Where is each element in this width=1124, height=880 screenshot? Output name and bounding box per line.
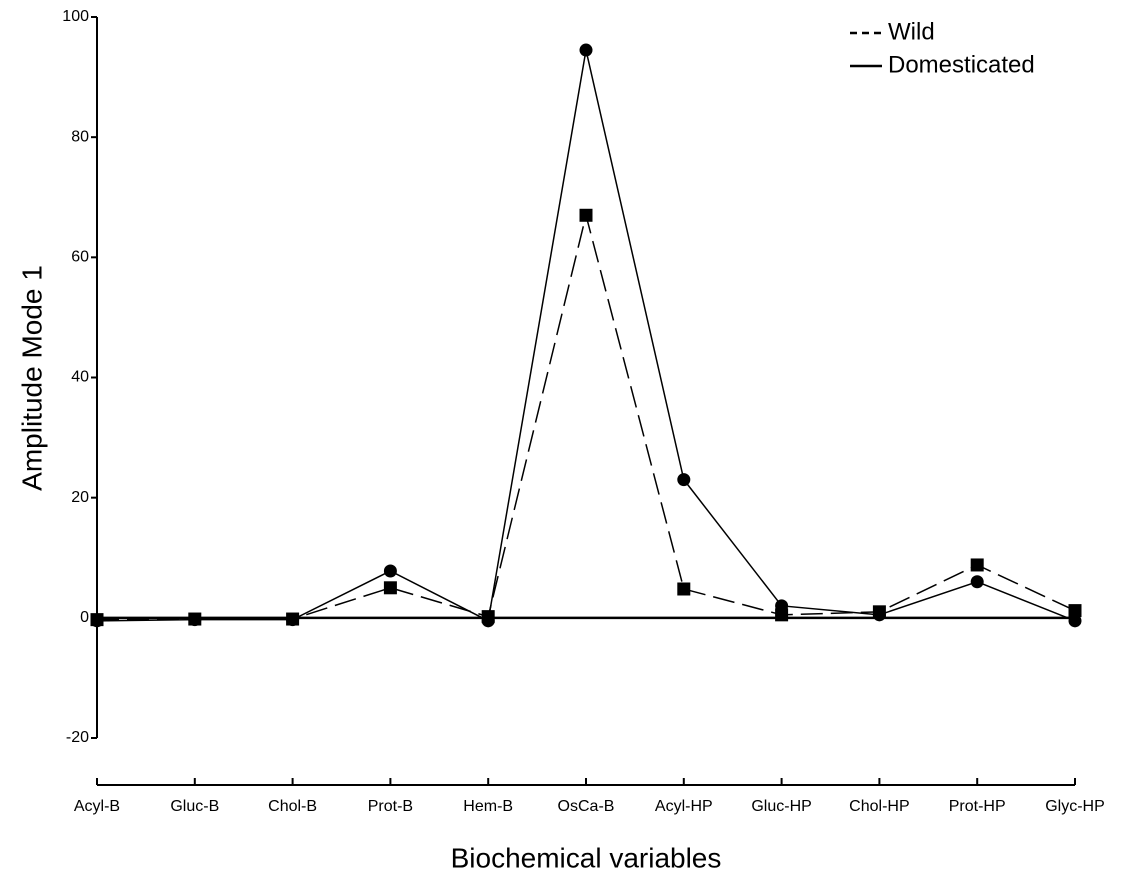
y-tick-label: 80 [71, 128, 89, 145]
x-tick-label: Glyc-HP [1045, 798, 1105, 815]
marker [1068, 604, 1082, 618]
marker [970, 558, 984, 572]
legend-label: Domesticated [888, 51, 1035, 78]
marker [677, 582, 691, 596]
x-tick-label: Chol-B [268, 798, 317, 815]
marker [970, 575, 984, 589]
y-axis-title: Amplitude Mode 1 [16, 265, 47, 491]
x-tick-label: Prot-B [368, 798, 413, 815]
marker [481, 614, 495, 628]
y-tick-label: 100 [62, 8, 89, 25]
x-tick-label: Prot-HP [949, 798, 1006, 815]
marker [286, 613, 300, 627]
x-tick-label: Chol-HP [849, 798, 909, 815]
y-tick-label: 20 [71, 489, 89, 506]
marker [775, 608, 789, 622]
marker [383, 564, 397, 578]
marker [775, 599, 789, 613]
x-tick-label: Acyl-B [74, 798, 120, 815]
y-tick-label: 60 [71, 249, 89, 266]
marker [872, 608, 886, 622]
marker [1068, 614, 1082, 628]
marker [188, 613, 202, 627]
series-line [96, 215, 1076, 621]
marker [383, 581, 397, 595]
legend-label: Wild [888, 18, 935, 45]
marker [677, 473, 691, 487]
y-tick-label: 40 [71, 369, 89, 386]
y-tick-label: -20 [66, 729, 89, 746]
x-tick-label: Acyl-HP [655, 798, 713, 815]
marker [90, 614, 104, 628]
marker [579, 208, 593, 222]
x-tick-label: Hem-B [463, 798, 513, 815]
x-tick-label: OsCa-B [558, 798, 615, 815]
x-tick-label: Gluc-HP [751, 798, 811, 815]
series-line [96, 49, 1076, 622]
marker [579, 43, 593, 57]
y-tick-label: 0 [80, 609, 89, 626]
x-axis-title: Biochemical variables [451, 842, 722, 873]
x-tick-label: Gluc-B [170, 798, 219, 815]
